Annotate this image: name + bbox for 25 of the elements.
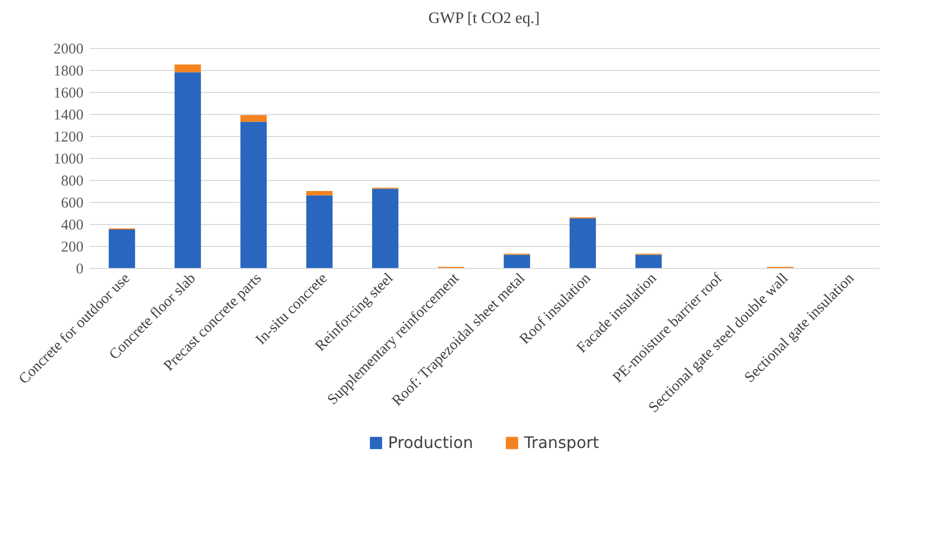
- legend-label: Production: [388, 433, 474, 452]
- bar: [108, 230, 136, 268]
- chart-title: GWP [t CO2 eq.]: [428, 10, 540, 27]
- bar: [504, 254, 530, 268]
- y-tick-label: 1400: [54, 108, 84, 124]
- y-tick-label: 400: [61, 218, 84, 234]
- bar: [240, 115, 267, 122]
- y-tick-label: 1200: [54, 130, 84, 146]
- bar: [174, 64, 201, 72]
- bar: [635, 254, 662, 268]
- y-tick-label: 200: [61, 240, 84, 256]
- y-tick-label: 2000: [54, 42, 84, 58]
- bar: [240, 122, 267, 268]
- bar: [372, 188, 398, 268]
- y-tick-label: 1600: [54, 86, 84, 102]
- bar: [174, 72, 201, 268]
- bar: [570, 218, 596, 268]
- y-tick-label: 600: [61, 196, 84, 212]
- y-tick-label: 800: [61, 174, 84, 190]
- y-tick-label: 0: [76, 262, 84, 278]
- y-tick-label: 1800: [54, 64, 84, 80]
- legend-label: Transport: [523, 433, 600, 452]
- bar: [306, 191, 333, 196]
- bar: [306, 195, 333, 268]
- y-tick-label: 1000: [54, 152, 84, 168]
